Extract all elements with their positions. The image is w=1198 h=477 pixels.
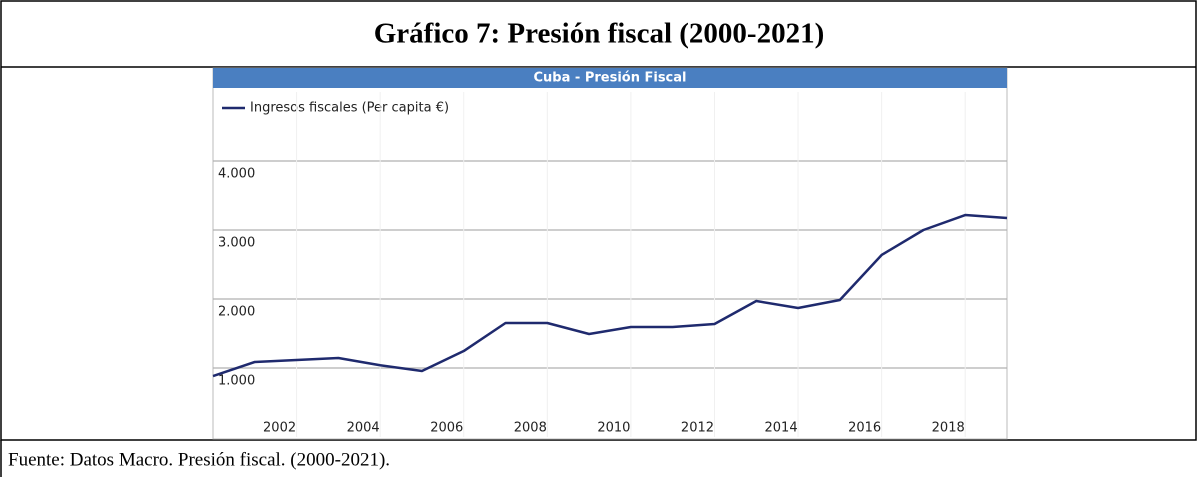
x-tick-label: 2006 [430,421,463,436]
x-tick-label: 2014 [765,421,798,436]
x-tick-label: 2016 [848,421,881,436]
y-tick-label: 3.000 [218,236,255,251]
y-tick-label: 4.000 [218,167,255,182]
y-tick-label: 1.000 [218,374,255,389]
chart-title-bar [213,68,1007,88]
x-tick-label: 2008 [514,421,547,436]
chart-frame [212,67,1008,440]
x-tick-label: 2002 [263,421,296,436]
source-note: Fuente: Datos Macro. Presión fiscal. (20… [8,449,390,470]
header-title: Gráfico 7: Presión fiscal (2000-2021) [374,18,824,50]
x-tick-label: 2018 [932,421,965,436]
x-tick-label: 2004 [347,421,380,436]
x-tick-label: 2010 [597,421,630,436]
x-tick-label: 2012 [681,421,714,436]
chart-title: Cuba - Presión Fiscal [534,71,687,86]
series-line [212,213,1008,378]
y-tick-label: 2.000 [218,305,255,320]
table-border [0,0,1197,441]
legend-label: Ingresos fiscales (Per capita €) [250,101,449,116]
